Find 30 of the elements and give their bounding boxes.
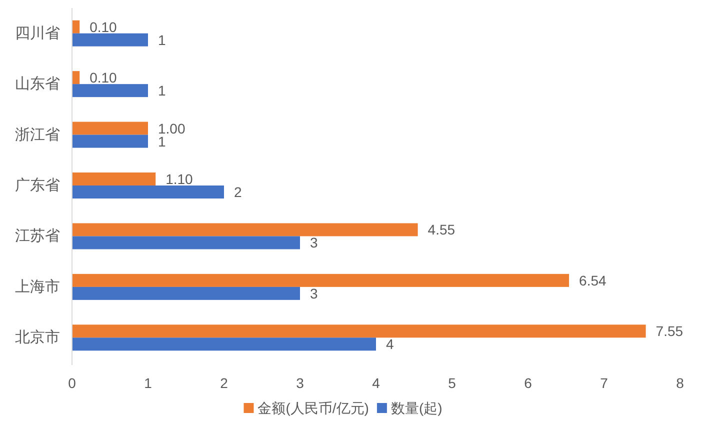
data-label: 2 [234, 184, 242, 200]
y-tick-label: 广东省 [15, 177, 60, 194]
y-tick-label: 浙江省 [15, 126, 60, 144]
x-tick-label: 0 [68, 375, 76, 391]
data-label: 4 [386, 336, 394, 352]
data-label: 6.54 [579, 272, 606, 288]
data-label: 4.55 [428, 222, 456, 238]
data-label: 0.10 [90, 70, 117, 86]
legend-label: 金额(人民币/亿元) [258, 400, 369, 416]
data-label: 1 [158, 32, 166, 48]
data-label: 1 [158, 82, 166, 99]
x-tick-label: 3 [296, 375, 304, 391]
x-tick-label: 8 [676, 375, 684, 391]
y-tick-label: 四川省 [15, 24, 60, 42]
y-tick-label: 上海市 [15, 278, 60, 296]
y-tick-label: 山东省 [15, 76, 60, 93]
y-tick-label: 江苏省 [15, 228, 60, 245]
x-tick-label: 1 [144, 375, 152, 391]
data-label: 3 [310, 285, 318, 302]
data-label: 7.55 [656, 323, 684, 340]
x-tick-label: 7 [600, 375, 608, 391]
data-label: 0.10 [90, 18, 117, 35]
x-tick-label: 5 [448, 375, 456, 391]
x-tick-label: 6 [524, 375, 532, 391]
y-tick-label: 北京市 [15, 329, 60, 346]
x-tick-label: 2 [220, 375, 228, 391]
data-label: 1.10 [166, 171, 193, 187]
legend-label: 数量(起) [390, 400, 442, 416]
x-tick-label: 4 [372, 375, 380, 391]
data-label: 3 [310, 234, 318, 251]
